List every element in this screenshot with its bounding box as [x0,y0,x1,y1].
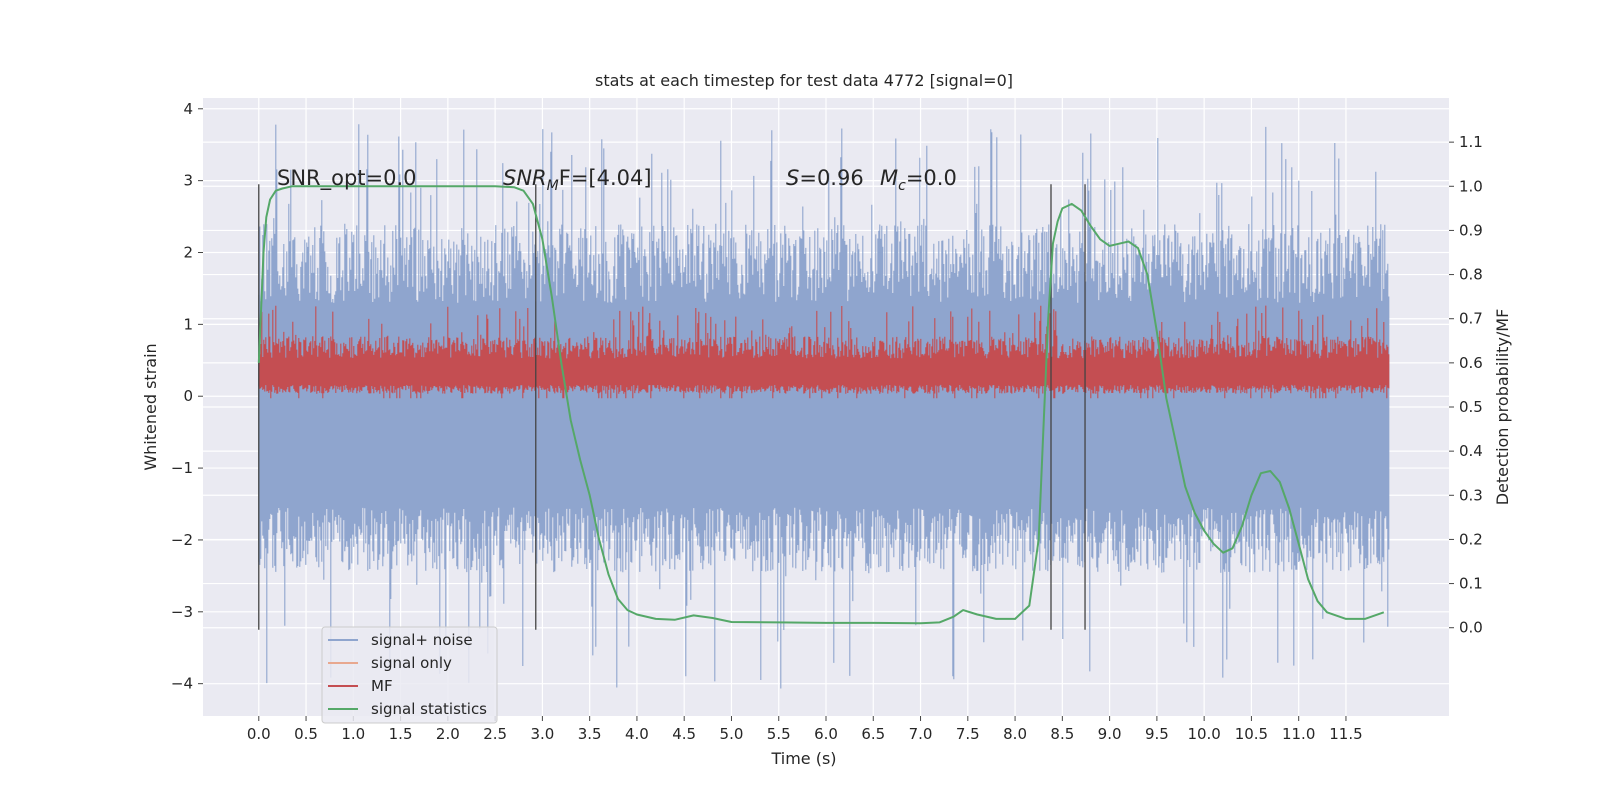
y-right-tick-label: 1.1 [1459,133,1483,151]
y-right-tick-label: 0.7 [1459,310,1483,328]
legend-label-signal-only: signal only [371,654,452,672]
x-tick-label: 10.5 [1235,725,1268,743]
x-tick-label: 0.0 [247,725,271,743]
x-axis-label: Time (s) [770,749,836,768]
y-left-tick-label: 2 [183,244,193,262]
legend-label-mf: MF [371,677,393,695]
y-right-tick-label: 0.0 [1459,619,1483,637]
x-tick-label: 1.0 [341,725,365,743]
x-tick-label: 3.0 [530,725,554,743]
annotation-s: S=0.96 [786,166,864,190]
y-right-tick-label: 0.1 [1459,575,1483,593]
y-right-tick-label: 0.4 [1459,442,1483,460]
x-tick-label: 6.0 [814,725,838,743]
y-left-tick-label: −3 [171,603,193,621]
x-tick-label: 9.5 [1145,725,1169,743]
y-left-tick-label: 1 [183,315,193,333]
legend-label-signal-noise: signal+ noise [371,631,473,649]
signal-statistics-trace [257,185,1385,625]
annotation-snr-opt: SNR_opt=0.0 [277,166,417,191]
x-tick-label: 1.5 [389,725,413,743]
y-left-tick-label: 3 [183,172,193,190]
x-tick-label: 2.0 [436,725,460,743]
x-tick-label: 3.5 [578,725,602,743]
x-tick-label: 0.5 [294,725,318,743]
x-tick-label: 6.5 [861,725,885,743]
annotation-mc: Mc=0.0 [880,166,957,194]
x-tick-label: 7.5 [956,725,980,743]
y-right-tick-label: 0.6 [1459,354,1483,372]
x-tick-label: 5.5 [767,725,791,743]
chart-title: stats at each timestep for test data 477… [595,71,1013,90]
x-tick-label: 11.5 [1329,725,1362,743]
series-signal-statistics [257,185,1385,625]
y-left-tick-label: −4 [171,675,193,693]
y-right-tick-label: 0.9 [1459,221,1483,239]
x-tick-label: 10.0 [1187,725,1220,743]
x-tick-label: 11.0 [1282,725,1315,743]
y-right-tick-label: 0.5 [1459,398,1483,416]
axis-ticks: 0.0 0.5 1.0 1.5 2.0 2.5 3.0 3.5 4.0 4.5 5.0 5.5 6.0 6… [171,100,1483,743]
x-tick-label: 2.5 [483,725,507,743]
x-tick-label: 4.0 [625,725,649,743]
legend: signal+ noise signal only MF signal stat… [321,626,498,724]
y-left-tick-label: −1 [171,459,193,477]
annotation-snr-mf: SNRMF=[4.04] [503,166,652,194]
y-left-tick-label: 4 [183,100,193,118]
y-right-tick-label: 1.0 [1459,177,1483,195]
x-tick-label: 9.0 [1098,725,1122,743]
y-axis-label-right: Detection probability/MF [1493,309,1512,506]
legend-label-signal-statistics: signal statistics [371,700,487,718]
x-tick-label: 5.0 [720,725,744,743]
x-tick-label: 4.5 [672,725,696,743]
y-left-tick-label: 0 [183,387,193,405]
x-tick-label: 7.0 [909,725,933,743]
y-right-tick-label: 0.8 [1459,266,1483,284]
legend-box [321,626,498,724]
y-left-tick-label: −2 [171,531,193,549]
x-tick-label: 8.5 [1050,725,1074,743]
y-right-tick-label: 0.2 [1459,530,1483,548]
x-tick-label: 8.0 [1003,725,1027,743]
y-axis-label-left: Whitened strain [141,343,160,470]
y-right-tick-label: 0.3 [1459,486,1483,504]
